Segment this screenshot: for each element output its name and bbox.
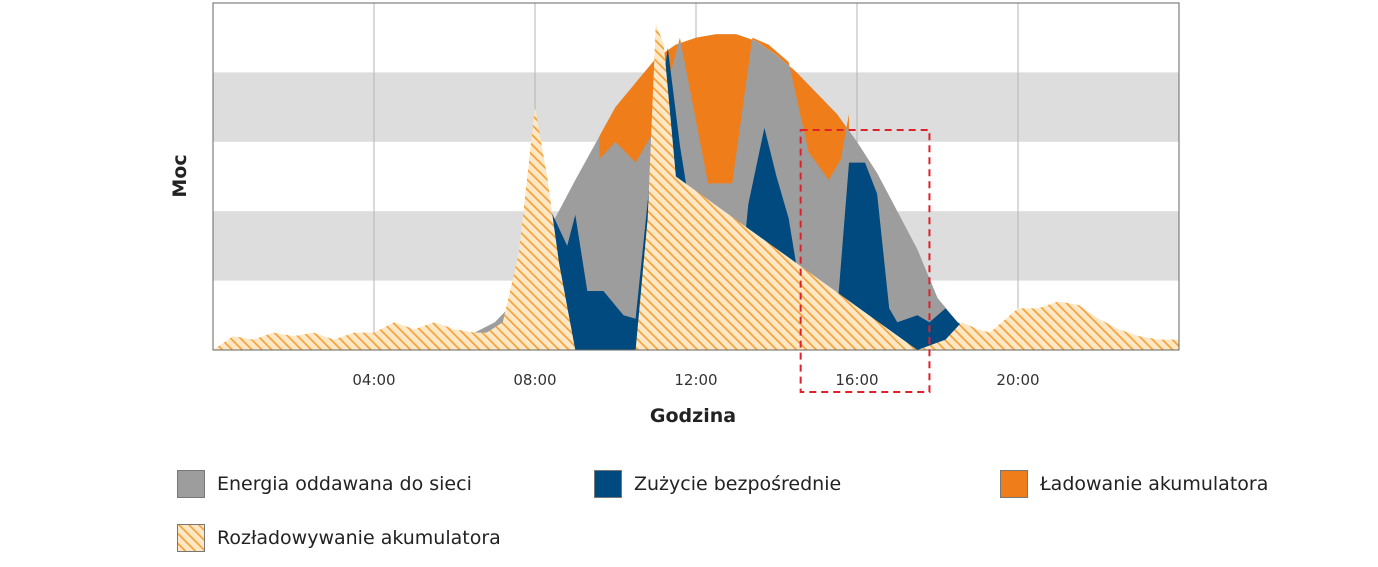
- legend-label-charge: Ładowanie akumulatora: [1040, 473, 1269, 495]
- x-tick-label: 12:00: [674, 371, 717, 389]
- x-axis-title: Godzina: [650, 405, 736, 427]
- legend-item-discharge: Rozładowywanie akumulatora: [177, 524, 501, 552]
- legend-item-charge: Ładowanie akumulatora: [1000, 470, 1268, 498]
- series-area-discharge: [213, 23, 1179, 350]
- x-tick-label: 20:00: [996, 371, 1039, 389]
- legend-label-direct: Zużycie bezpośrednie: [634, 473, 842, 495]
- legend-swatch-discharge: [177, 524, 205, 552]
- legend-item-direct: Zużycie bezpośrednie: [594, 470, 841, 498]
- legend-swatch-grid: [177, 470, 205, 498]
- plot-frame: [212, 2, 1180, 351]
- x-tick-label: 08:00: [513, 371, 556, 389]
- legend-label-grid: Energia oddawana do sieci: [217, 473, 472, 495]
- legend-item-grid: Energia oddawana do sieci: [177, 470, 472, 498]
- x-tick-label: 04:00: [352, 371, 395, 389]
- power-chart: 04:00 08:00 12:00 16:00 20:00 Godzina Moc: [169, 2, 1180, 427]
- x-tick-label: 16:00: [835, 371, 878, 389]
- y-axis-title: Moc: [169, 154, 191, 197]
- highlight-window: [799, 129, 931, 393]
- legend-swatch-charge: [1000, 470, 1028, 498]
- legend-swatch-direct: [594, 470, 622, 498]
- legend-label-discharge: Rozładowywanie akumulatora: [217, 527, 501, 549]
